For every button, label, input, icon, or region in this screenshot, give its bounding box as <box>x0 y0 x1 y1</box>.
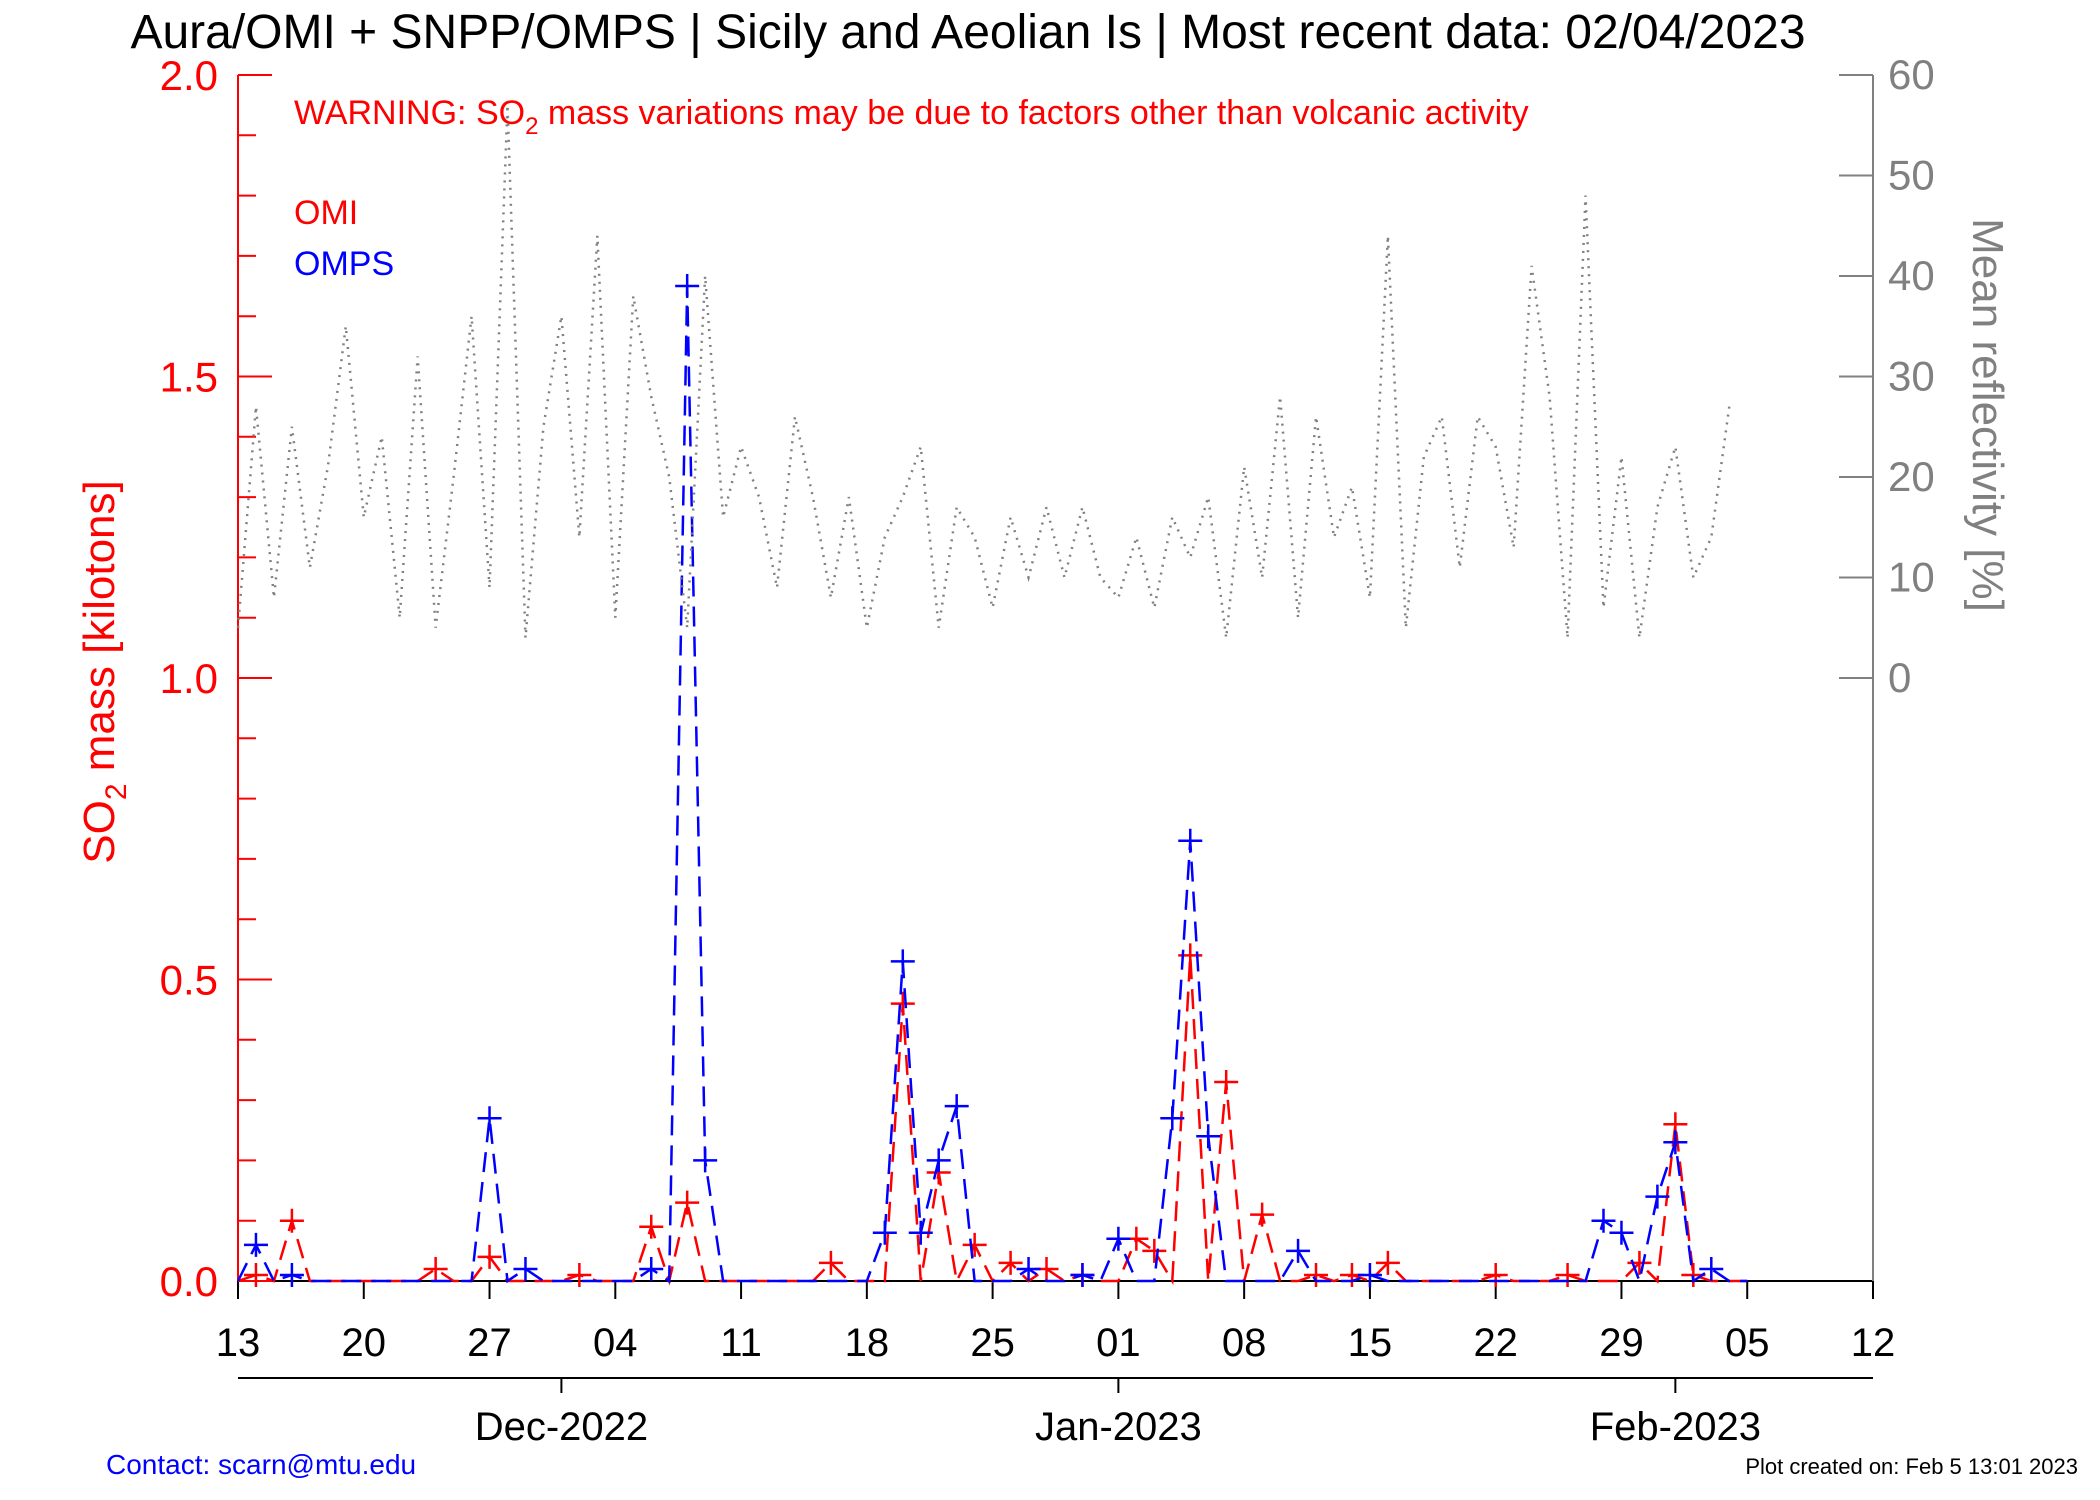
omi-marker <box>1250 1202 1275 1227</box>
warning-text-pre: WARNING: SO <box>294 94 525 132</box>
x-tick-label: 12 <box>1851 1321 1896 1365</box>
y-tick-label: 1.5 <box>160 354 218 401</box>
x-tick-label: 20 <box>342 1321 387 1365</box>
omps-marker <box>872 1220 897 1245</box>
omi-marker <box>890 991 915 1016</box>
omi-marker <box>1142 1238 1167 1263</box>
y-tick-label: 2.0 <box>160 52 218 99</box>
y2-tick-label: 50 <box>1888 152 1935 199</box>
omps-marker <box>1699 1256 1724 1281</box>
y-axis-label-pre: SO <box>75 800 124 864</box>
omps-marker <box>1663 1130 1688 1155</box>
omps-marker <box>1106 1226 1131 1251</box>
x-tick-label: 22 <box>1473 1321 1518 1365</box>
y-axis-label-sub: 2 <box>100 783 133 800</box>
y-axis-label-post: mass [kilotons] <box>75 480 124 783</box>
chart-title: Aura/OMI + SNPP/OMPS | Sicily and Aeolia… <box>130 6 1805 59</box>
omps-marker <box>926 1148 951 1173</box>
created-text: Plot created on: Feb 5 13:01 2023 <box>1745 1454 2078 1479</box>
month-tick-label: Jan-2023 <box>1035 1405 1202 1449</box>
omps-marker <box>1178 828 1203 853</box>
omps-marker <box>1016 1256 1041 1281</box>
omi-marker <box>279 1208 304 1233</box>
omps-line <box>236 286 1748 1286</box>
x-tick-label: 27 <box>467 1321 512 1365</box>
legend-omi: OMI <box>294 194 358 232</box>
omi-line <box>237 955 1748 1286</box>
omps-marker <box>1286 1238 1311 1263</box>
y-axis-label: SO2 mass [kilotons] <box>75 480 133 863</box>
omi-marker <box>962 1232 987 1257</box>
omi-marker <box>477 1244 502 1269</box>
omps-marker <box>1160 1106 1185 1131</box>
x-tick-label: 25 <box>970 1321 1015 1365</box>
omps-marker <box>279 1262 304 1287</box>
omps-marker <box>243 1232 268 1257</box>
omps-marker <box>693 1148 718 1173</box>
omps-marker <box>1591 1208 1616 1233</box>
omps-marker <box>639 1256 664 1281</box>
x-tick-label: 29 <box>1599 1321 1644 1365</box>
month-tick-label: Feb-2023 <box>1590 1405 1761 1449</box>
y2-tick-label: 0 <box>1888 654 1911 701</box>
warning-text-sub: 2 <box>525 113 538 140</box>
omi-marker <box>1214 1070 1239 1095</box>
x-tick-label: 04 <box>593 1321 638 1365</box>
omps-marker <box>1357 1262 1382 1287</box>
y2-tick-label: 10 <box>1888 554 1935 601</box>
x-tick-label: 15 <box>1348 1321 1393 1365</box>
omi-marker <box>567 1262 592 1287</box>
omi-marker <box>639 1214 664 1239</box>
omps-marker <box>1609 1220 1634 1245</box>
omi-marker <box>423 1256 448 1281</box>
y-tick-label: 0.0 <box>160 1258 218 1305</box>
omi-marker <box>1483 1262 1508 1287</box>
y-tick-label: 0.5 <box>160 957 218 1004</box>
omi-marker <box>1304 1262 1329 1287</box>
omps-marker <box>890 949 915 974</box>
warning-text: WARNING: SO2 mass variations may be due … <box>294 94 1529 140</box>
omps-marker <box>1070 1262 1095 1287</box>
omps-marker <box>1196 1124 1221 1149</box>
omi-marker <box>818 1250 843 1275</box>
omi-marker <box>998 1250 1023 1275</box>
y2-tick-label: 20 <box>1888 453 1935 500</box>
legend-omps: OMPS <box>294 245 394 283</box>
omi-marker <box>1375 1250 1400 1275</box>
omps-marker <box>675 274 700 299</box>
omi-marker <box>1555 1262 1580 1287</box>
y2-axis-label: Mean reflectivity [%] <box>1963 218 2012 612</box>
y2-tick-label: 60 <box>1888 51 1935 98</box>
y2-tick-label: 40 <box>1888 252 1935 299</box>
omps-marker <box>513 1256 538 1281</box>
warning-text-post: mass variations may be due to factors ot… <box>538 94 1528 132</box>
month-tick-label: Dec-2022 <box>475 1405 648 1449</box>
x-tick-label: 08 <box>1222 1321 1267 1365</box>
y-tick-label: 1.0 <box>160 655 218 702</box>
omps-marker <box>908 1220 933 1245</box>
x-tick-label: 13 <box>216 1321 261 1365</box>
y2-tick-label: 30 <box>1888 353 1935 400</box>
omps-marker <box>1645 1184 1670 1209</box>
x-tick-label: 11 <box>720 1321 762 1365</box>
omi-marker <box>675 1190 700 1215</box>
x-tick-label: 18 <box>845 1321 890 1365</box>
omps-marker <box>477 1106 502 1131</box>
reflectivity-line <box>236 105 1731 638</box>
omps-marker <box>944 1094 969 1119</box>
omi-marker <box>243 1262 268 1287</box>
x-tick-label: 01 <box>1096 1321 1141 1365</box>
contact-text: Contact: scarn@mtu.edu <box>106 1449 417 1480</box>
x-tick-label: 05 <box>1725 1321 1770 1365</box>
